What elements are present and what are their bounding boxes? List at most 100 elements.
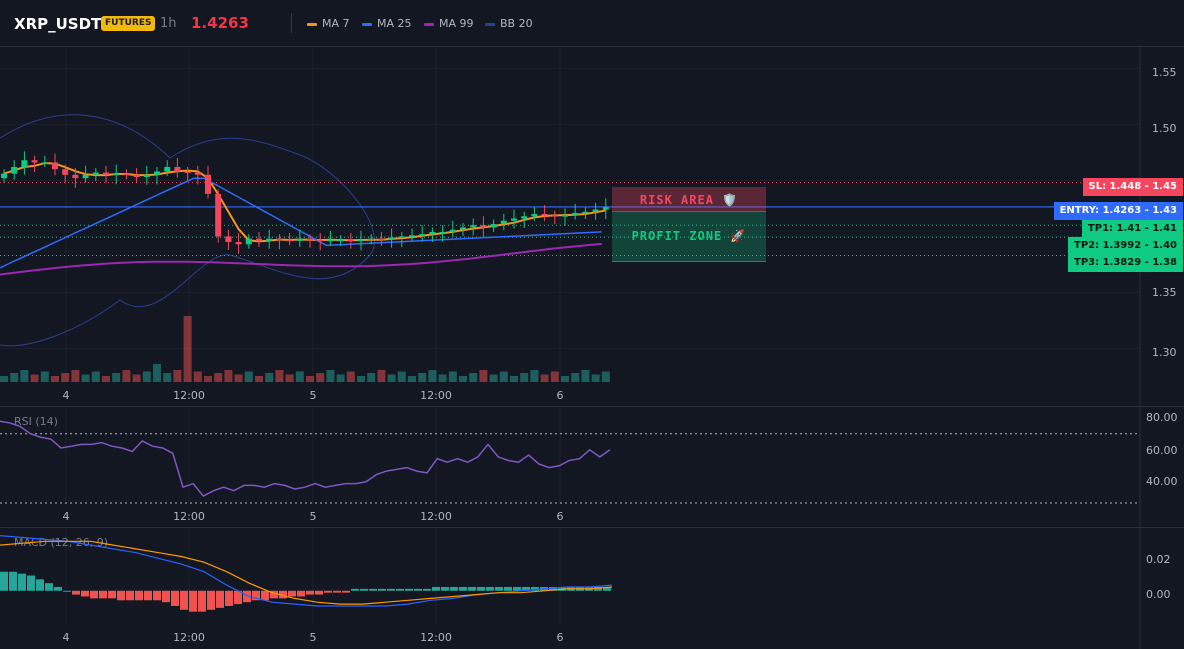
candle-body — [154, 171, 160, 175]
macd-histogram-bar — [342, 590, 350, 593]
time-tick: 12:00 — [173, 389, 205, 402]
price-axis[interactable]: 1.55 1.50 1.35 1.30 — [1152, 66, 1177, 359]
macd-histogram-bar — [135, 590, 143, 601]
macd-histogram-bar — [279, 590, 287, 599]
rsi-pane[interactable]: RSI (14) 80.00 60.00 40.00 — [0, 411, 1178, 504]
macd-histogram-bar — [72, 590, 80, 595]
volume-bar — [0, 376, 8, 382]
chart-header: XRP_USDT FUTURES 1h 1.4263 MA 7 MA 25 MA… — [0, 0, 1184, 46]
macd-histogram-bar — [495, 586, 503, 591]
tp2-price-label[interactable]: TP2: 1.3992 - 1.40 — [1068, 237, 1183, 255]
sl-price-label[interactable]: SL: 1.448 - 1.45 — [1082, 178, 1183, 196]
volume-bar — [234, 374, 243, 382]
volume-bar — [316, 373, 325, 382]
candle-body — [245, 238, 252, 245]
volume-bar — [173, 370, 182, 382]
candle-body — [62, 169, 69, 175]
legend-label: MA 99 — [439, 17, 474, 30]
volume-bar — [142, 371, 151, 382]
entry-label-text: ENTRY: 1.4263 — [1059, 205, 1142, 216]
volume-bar — [122, 370, 131, 382]
macd-histogram-bar — [288, 590, 296, 597]
candle-body — [21, 160, 28, 167]
macd-tick: 0.00 — [1146, 588, 1171, 601]
candle-body — [113, 173, 120, 176]
candle-body — [205, 174, 211, 194]
tp3-price-label[interactable]: TP3: 1.3829 - 1.38 — [1068, 254, 1183, 272]
candle-body — [582, 211, 589, 214]
candle-body — [439, 231, 446, 234]
volume-bar — [530, 370, 539, 382]
macd-signal-line — [0, 540, 613, 605]
candle-body — [511, 218, 517, 221]
timeframe-selector[interactable]: 1h — [160, 16, 177, 31]
candle-body — [296, 238, 303, 241]
time-axis[interactable]: 4 12:00 5 12:00 6 4 12:00 5 12:00 6 4 12… — [63, 389, 564, 644]
candle-body — [551, 215, 558, 217]
candle-body — [592, 209, 599, 212]
volume-bar — [489, 374, 498, 382]
macd-histogram-bar — [252, 590, 260, 601]
macd-pane[interactable]: MACD (12, 26, 9) 0.02 0.00 — [0, 535, 1171, 612]
candle-body — [429, 231, 436, 235]
macd-histogram-bar — [180, 590, 188, 610]
time-tick: 6 — [557, 631, 564, 644]
time-tick: 12:00 — [173, 631, 205, 644]
macd-histogram-bar — [243, 590, 251, 603]
macd-histogram-bar — [378, 588, 386, 591]
macd-histogram-bar — [324, 590, 332, 593]
macd-histogram-bar — [81, 590, 89, 597]
macd-histogram-bar — [405, 588, 413, 591]
legend-ma99[interactable]: MA 99 — [424, 17, 474, 30]
volume-bar — [561, 376, 569, 382]
candle-body — [378, 238, 385, 241]
volume-bar — [601, 371, 610, 382]
volume-bar — [183, 316, 192, 382]
legend-bb20[interactable]: BB 20 — [485, 17, 533, 30]
volume-bar — [10, 373, 19, 382]
macd-histogram-bar — [594, 586, 602, 591]
macd-histogram-bar — [18, 573, 26, 591]
risk-area-zone[interactable]: RISK AREA 🛡️ — [612, 187, 766, 212]
macd-histogram-bar — [207, 590, 215, 610]
symbol-name[interactable]: XRP_USDT — [14, 15, 102, 33]
volume-bar — [255, 376, 263, 382]
volume-bar — [285, 374, 294, 382]
macd-histogram-bar — [198, 590, 206, 612]
time-tick: 12:00 — [420, 631, 452, 644]
tp1-price-label[interactable]: TP1: 1.41 - 1.41 — [1081, 220, 1183, 238]
candle-body — [409, 235, 415, 237]
bb20-swatch-icon — [485, 22, 495, 26]
macd-histogram-bar — [549, 586, 557, 591]
volume-bar — [30, 374, 39, 382]
candle-body — [256, 238, 262, 241]
volume-bar — [51, 376, 59, 382]
price-tick: 1.35 — [1152, 286, 1177, 299]
candle-body — [164, 166, 171, 172]
macd-histogram-bar — [117, 590, 125, 601]
volume-bar — [520, 373, 529, 382]
macd-histogram-bar — [45, 583, 53, 591]
bollinger-band-line — [0, 114, 376, 347]
header-divider — [291, 13, 292, 33]
volume-bar — [71, 370, 80, 382]
macd-histogram-bar — [225, 590, 233, 606]
macd-histogram-bar — [0, 571, 8, 591]
entry-price-label[interactable]: ENTRY: 1.4263 - 1.43 — [1053, 202, 1183, 220]
tp2-label-text: TP2: 1.3992 — [1074, 240, 1142, 251]
volume-bar — [265, 373, 274, 382]
volume-bar — [275, 370, 284, 382]
volume-bar — [357, 376, 365, 382]
macd-histogram-bar — [387, 588, 395, 591]
macd-histogram-bar — [603, 586, 611, 591]
macd-histogram-bar — [99, 590, 107, 599]
volume-bar — [469, 373, 478, 382]
legend-ma7[interactable]: MA 7 — [307, 17, 350, 30]
macd-histogram-bar — [441, 586, 449, 591]
profit-zone[interactable]: PROFIT ZONE 🚀 — [612, 212, 766, 262]
candle-body — [388, 237, 395, 240]
volume-bar — [387, 374, 396, 382]
macd-histogram-bar — [306, 590, 314, 595]
legend-ma25[interactable]: MA 25 — [362, 17, 412, 30]
